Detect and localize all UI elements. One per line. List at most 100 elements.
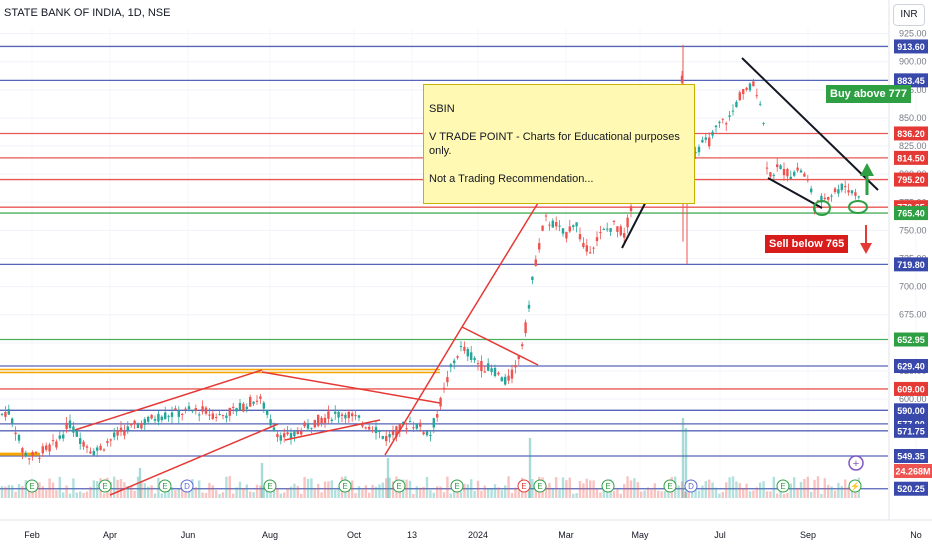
volume-bar — [201, 492, 204, 498]
volume-bar — [680, 481, 684, 498]
candle-body — [697, 146, 701, 153]
candle-body — [99, 445, 102, 451]
candle-body — [269, 419, 272, 426]
volume-bar — [160, 493, 163, 498]
level-tag-label: 883.45 — [897, 76, 925, 86]
volume-bar — [568, 477, 571, 498]
volume-bar — [75, 492, 78, 498]
candle-body — [58, 435, 61, 439]
candle-body — [551, 220, 554, 228]
volume-bar — [116, 479, 119, 498]
volume-bar — [119, 479, 123, 498]
volume-bar — [51, 482, 55, 498]
level-tag — [894, 381, 928, 396]
candle-body — [72, 426, 75, 433]
volume-bar — [782, 493, 786, 498]
candle-body — [106, 441, 109, 443]
candle-body — [680, 75, 684, 83]
candle-body — [796, 167, 799, 171]
candle-body — [456, 356, 459, 358]
candle-body — [718, 121, 721, 124]
volume-bar — [565, 480, 568, 498]
candle-body — [398, 423, 401, 432]
plus-icon-glyph: + — [853, 458, 859, 470]
candle-body — [14, 432, 17, 435]
candle-body — [837, 189, 840, 194]
volume-bar — [449, 493, 452, 498]
volume-bar — [177, 489, 180, 498]
candle-body — [704, 137, 707, 140]
candle-body — [850, 190, 854, 194]
volume-bar — [45, 489, 48, 498]
candle-body — [245, 406, 248, 409]
volume-bar — [306, 478, 310, 498]
candle-body — [303, 422, 306, 427]
volume-bar — [640, 491, 643, 498]
candle-body — [310, 427, 313, 429]
volume-bar — [381, 482, 384, 498]
volume-bar — [616, 489, 619, 498]
level-tag-label: 765.40 — [897, 209, 925, 219]
candle-body — [0, 413, 4, 415]
candle-body — [89, 451, 92, 454]
candle-body — [204, 407, 208, 414]
y-tick-label: 850.00 — [899, 113, 927, 123]
event-marker-label: ⚡ — [850, 481, 860, 491]
volume-bar — [599, 492, 602, 498]
candle-body — [51, 439, 55, 441]
volume-bar — [272, 486, 276, 498]
volume-bar — [786, 492, 789, 498]
volume-bar — [102, 493, 106, 498]
candle-body — [266, 410, 269, 415]
volume-bar — [279, 493, 282, 498]
volume-bar — [446, 476, 449, 498]
volume-bar — [371, 484, 374, 498]
x-tick-label: Jun — [181, 530, 196, 540]
volume-bar — [337, 487, 340, 498]
candle-body — [742, 89, 745, 95]
candle-body — [453, 360, 456, 364]
candle-body — [371, 430, 374, 432]
volume-bar — [483, 485, 486, 498]
candle-body — [436, 414, 439, 418]
trendline — [261, 371, 441, 404]
candle-body — [806, 179, 809, 181]
trendline — [767, 177, 823, 209]
candle-body — [48, 444, 51, 452]
volume-tag-label: 24.268M — [895, 467, 930, 477]
currency-button[interactable]: INR — [893, 4, 925, 26]
level-tag — [894, 423, 928, 438]
volume-bar — [837, 482, 840, 498]
candle-body — [725, 123, 728, 125]
y-tick-label: 750.00 — [899, 225, 927, 235]
candle-body — [568, 226, 571, 232]
candle-body — [194, 408, 197, 411]
volume-bar — [157, 477, 160, 498]
volume-bar — [789, 483, 792, 498]
candle-body — [313, 419, 316, 428]
candle-body — [616, 226, 619, 232]
volume-bar — [827, 484, 830, 498]
volume-bar — [221, 492, 225, 498]
volume-bar — [558, 489, 561, 498]
candle-body — [279, 435, 282, 441]
candle-body — [385, 435, 388, 442]
volume-bar — [303, 476, 306, 498]
volume-bar — [150, 485, 153, 498]
volume-bar — [684, 492, 687, 498]
candle-body — [728, 115, 731, 117]
volume-bar — [65, 485, 68, 498]
event-marker — [848, 479, 862, 493]
volume-bar — [470, 479, 473, 498]
volume-bar — [629, 480, 633, 498]
candle-body — [102, 449, 106, 451]
event-marker — [663, 479, 677, 493]
x-tick-label: Aug — [262, 530, 278, 540]
candle-body — [830, 195, 833, 197]
level-tag-label: 571.75 — [897, 426, 925, 436]
volume-bar — [793, 477, 796, 498]
candle-body — [759, 103, 762, 105]
note-box: SBIN V TRADE POINT - Charts for Educatio… — [423, 84, 695, 204]
volume-bar — [731, 476, 735, 498]
